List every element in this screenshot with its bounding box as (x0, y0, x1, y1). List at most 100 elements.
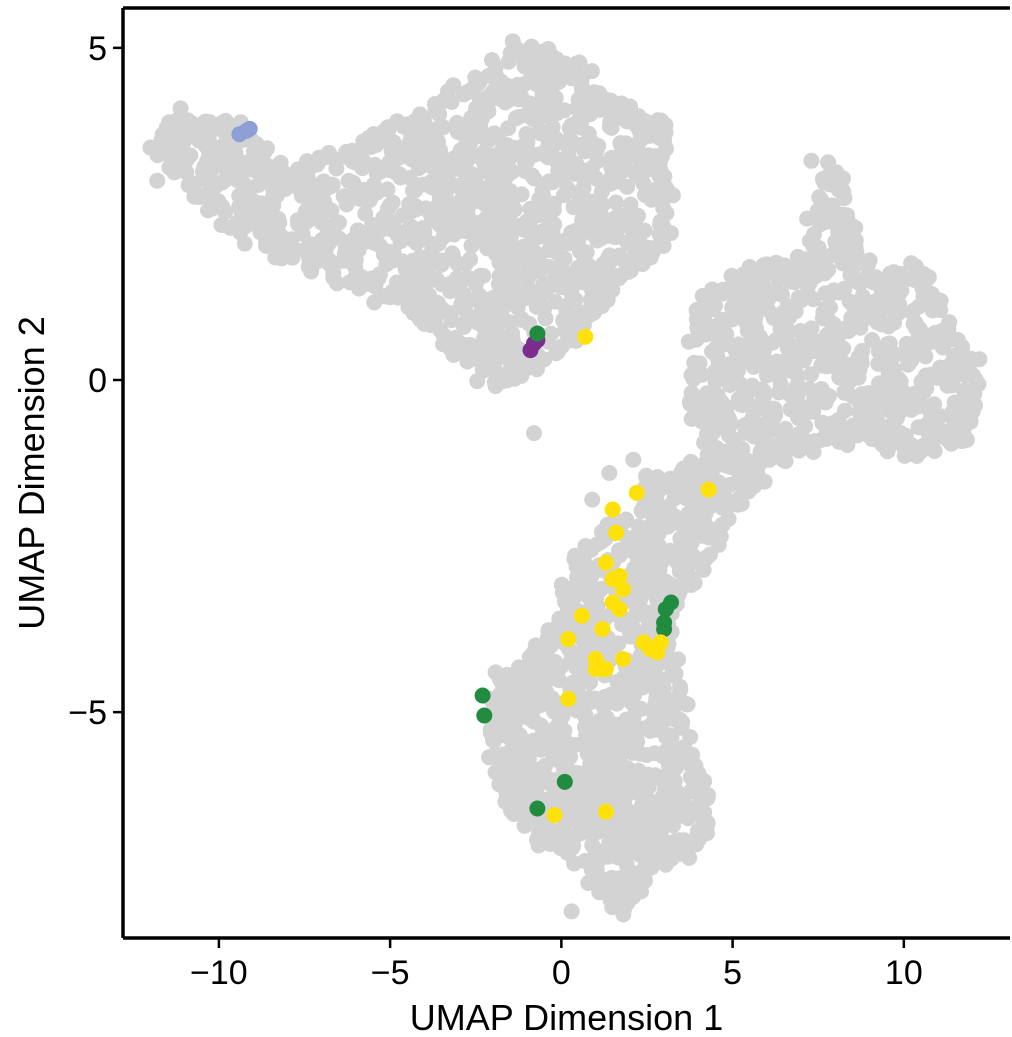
background-point (902, 438, 919, 454)
background-point (971, 351, 988, 368)
background-point (483, 165, 500, 182)
background-point (488, 246, 504, 262)
background-point (455, 86, 472, 103)
background-point (649, 843, 666, 860)
background-point (793, 292, 810, 308)
background-point (546, 737, 563, 754)
background-point (576, 143, 593, 160)
background-point (361, 192, 378, 209)
background-point (868, 274, 885, 291)
background-point (532, 125, 548, 141)
background-point (818, 327, 835, 343)
background-point (870, 375, 887, 392)
series-3-point (628, 484, 645, 501)
background-point (453, 154, 470, 171)
background-point (516, 162, 533, 179)
background-point (577, 719, 593, 736)
background-point (888, 300, 905, 317)
background-point (821, 388, 837, 404)
background-point (783, 439, 800, 456)
background-point (458, 270, 475, 287)
x-tick-label: 0 (552, 954, 571, 992)
background-point (646, 745, 663, 762)
background-point (497, 793, 514, 810)
background-point (592, 609, 609, 626)
background-point (430, 197, 447, 214)
background-point (602, 891, 619, 908)
background-point (402, 218, 419, 235)
background-point (207, 154, 224, 171)
series-3-point (608, 524, 625, 541)
background-point (872, 299, 889, 316)
background-point (480, 103, 497, 120)
background-point (430, 235, 447, 252)
background-point (596, 636, 613, 653)
y-axis-ticks: −5 0 5 (68, 30, 123, 732)
background-point (589, 232, 606, 249)
background-point (840, 323, 857, 340)
background-point (551, 152, 568, 169)
background-point (590, 137, 607, 154)
background-point (540, 770, 557, 787)
background-point (686, 354, 703, 371)
background-point (630, 518, 647, 535)
background-point (583, 63, 600, 80)
background-point (674, 714, 691, 731)
background-point (893, 282, 910, 299)
background-point (542, 98, 559, 115)
background-point (581, 589, 598, 606)
background-point (737, 417, 754, 433)
background-point (917, 348, 934, 365)
background-point (664, 187, 681, 204)
background-point (775, 451, 792, 468)
background-point (550, 615, 567, 632)
background-point (484, 52, 500, 68)
background-point (483, 222, 500, 239)
background-point (721, 356, 737, 373)
background-point (726, 374, 742, 391)
background-point (679, 696, 696, 713)
background-point (815, 265, 832, 282)
background-point (939, 377, 956, 394)
background-point (636, 804, 653, 821)
background-point (913, 267, 930, 284)
background-point (556, 722, 573, 739)
background-point (610, 635, 627, 652)
background-point (488, 147, 505, 164)
background-point (924, 333, 940, 350)
background-point (689, 408, 706, 425)
background-point (502, 730, 519, 747)
background-point (563, 226, 580, 243)
series-3-point (573, 607, 590, 624)
background-point (528, 781, 545, 798)
background-point (652, 216, 669, 233)
background-point (633, 502, 650, 519)
background-point (688, 302, 705, 318)
background-point (644, 675, 661, 692)
background-point (833, 362, 850, 379)
background-point (532, 73, 549, 89)
background-point (668, 759, 685, 776)
background-point (243, 179, 260, 196)
background-point (573, 184, 590, 201)
background-point (811, 189, 828, 206)
background-point (354, 270, 371, 287)
background-point (825, 282, 842, 299)
background-point (366, 156, 383, 173)
background-point (744, 304, 761, 321)
background-point (498, 190, 515, 207)
background-point (485, 747, 502, 764)
background-point (601, 465, 618, 481)
background-point (532, 682, 549, 699)
background-point (605, 789, 622, 806)
background-point (613, 140, 630, 156)
background-point (490, 130, 507, 147)
background-point (305, 179, 322, 196)
background-point (457, 293, 474, 310)
background-point (788, 378, 805, 395)
background-point (521, 734, 538, 751)
background-point (943, 435, 960, 452)
background-point (749, 464, 766, 481)
background-point (588, 536, 605, 553)
background-point (576, 806, 593, 823)
